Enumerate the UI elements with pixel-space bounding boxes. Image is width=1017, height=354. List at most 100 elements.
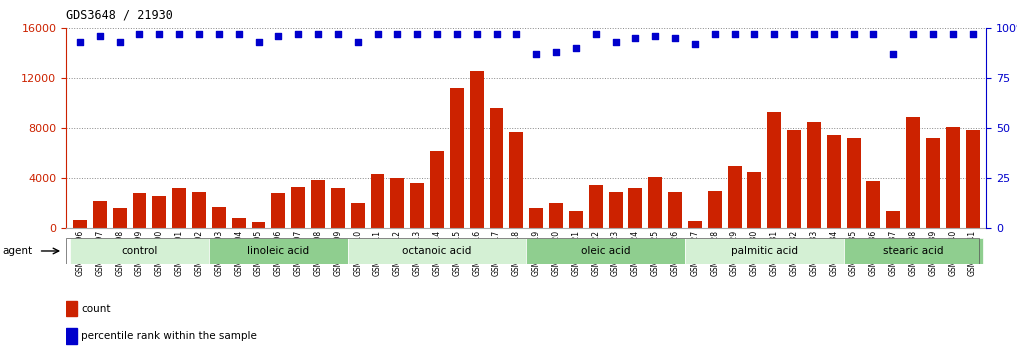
Bar [648, 177, 662, 228]
Point [390, 32, 406, 37]
Point [409, 32, 425, 37]
Bar [311, 179, 325, 228]
Bar [331, 188, 345, 228]
Point [667, 35, 683, 41]
Point [885, 51, 901, 57]
Point [508, 32, 525, 37]
Point [726, 32, 742, 37]
Point [746, 32, 763, 37]
Bar [212, 207, 226, 228]
Point [72, 40, 88, 45]
Bar [113, 208, 126, 228]
Bar [291, 187, 305, 228]
Bar [906, 117, 920, 228]
Bar [450, 88, 464, 228]
Point [786, 32, 802, 37]
Bar [470, 71, 484, 228]
Point [945, 32, 961, 37]
Bar [66, 301, 77, 316]
Text: palmitic acid: palmitic acid [731, 246, 797, 256]
Point [845, 32, 861, 37]
Text: octanoic acid: octanoic acid [403, 246, 472, 256]
Bar [489, 108, 503, 228]
Point [924, 32, 941, 37]
Bar [708, 191, 722, 228]
Text: stearic acid: stearic acid [883, 246, 944, 256]
Bar [549, 203, 563, 228]
Bar [73, 219, 86, 228]
Point [627, 35, 644, 41]
Point [488, 32, 504, 37]
Point [131, 32, 147, 37]
Point [171, 32, 187, 37]
Bar [806, 122, 821, 228]
Bar [410, 183, 424, 228]
Point [191, 32, 207, 37]
Point [211, 32, 227, 37]
Bar [844, 238, 982, 264]
Point [567, 46, 584, 51]
Bar [887, 211, 900, 228]
Point [647, 34, 663, 39]
Bar [727, 166, 741, 228]
Bar [589, 184, 603, 228]
Bar [272, 193, 286, 228]
Bar [529, 208, 543, 228]
Text: GDS3648 / 21930: GDS3648 / 21930 [66, 9, 173, 22]
Bar [787, 130, 801, 228]
Point [92, 34, 108, 39]
Text: linoleic acid: linoleic acid [247, 246, 309, 256]
Bar [846, 138, 860, 228]
Point [905, 32, 921, 37]
Bar [351, 203, 365, 228]
Point [805, 32, 822, 37]
Bar [926, 138, 940, 228]
Point [528, 51, 544, 57]
Bar [192, 192, 206, 228]
Bar [946, 127, 960, 228]
Bar [348, 238, 527, 264]
Point [607, 40, 623, 45]
Bar [70, 238, 208, 264]
Bar [629, 188, 643, 228]
Bar [66, 328, 77, 344]
Point [469, 32, 485, 37]
Bar [510, 132, 524, 228]
Bar [527, 238, 685, 264]
Point [310, 32, 326, 37]
Bar [430, 151, 444, 228]
Bar [966, 130, 979, 228]
Point [865, 32, 882, 37]
Bar [153, 196, 166, 228]
Point [330, 32, 346, 37]
Point [350, 40, 366, 45]
Point [548, 50, 564, 55]
Text: oleic acid: oleic acid [581, 246, 631, 256]
Bar [747, 172, 762, 228]
Text: count: count [81, 303, 111, 314]
Point [112, 40, 128, 45]
Bar [866, 181, 881, 228]
Bar [391, 178, 405, 228]
Bar [232, 218, 246, 228]
Bar [767, 112, 781, 228]
Point [271, 34, 287, 39]
Point [231, 32, 247, 37]
Bar [687, 221, 702, 228]
Text: control: control [121, 246, 158, 256]
Bar [668, 192, 682, 228]
Point [369, 32, 385, 37]
Bar [172, 188, 186, 228]
Point [766, 32, 782, 37]
Point [429, 32, 445, 37]
Bar [685, 238, 844, 264]
Bar [827, 135, 841, 228]
Bar [132, 193, 146, 228]
Point [250, 40, 266, 45]
Bar [208, 238, 348, 264]
Text: agent: agent [2, 246, 33, 256]
Bar [569, 211, 583, 228]
Point [964, 32, 980, 37]
Bar [93, 201, 107, 228]
Bar [608, 192, 622, 228]
